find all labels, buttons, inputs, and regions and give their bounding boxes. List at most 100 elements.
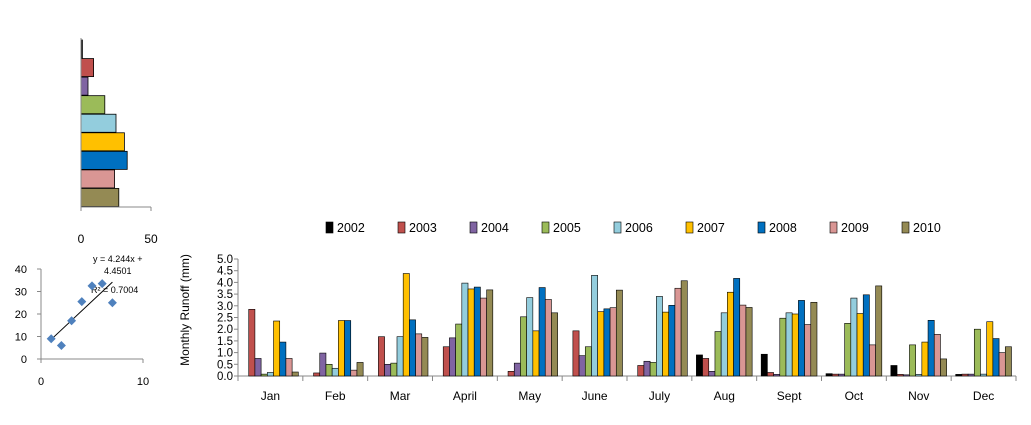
bar-2008-Feb: [344, 320, 352, 377]
bar-2008-May: [538, 287, 546, 377]
annual-bar-2008: [80, 150, 128, 170]
bar-2005-April: [455, 323, 463, 377]
bar-2003-April: [442, 346, 450, 377]
bar-2007-Oct: [856, 313, 864, 377]
month-label-Mar: Mar: [390, 389, 411, 403]
bar-2002-Sept: [760, 353, 768, 377]
legend-swatch-2010: [901, 221, 910, 234]
bar-2005-June: [584, 346, 592, 377]
month-label-Nov: Nov: [908, 389, 929, 403]
month-label-June: June: [582, 389, 608, 403]
scatter-point-2: [56, 341, 66, 350]
bar-2004-Feb: [319, 352, 327, 377]
legend-swatch-2006: [613, 221, 622, 234]
bar-2008-April: [473, 286, 481, 377]
bar-2009-Mar: [415, 333, 423, 377]
bar-2003-Jan: [248, 309, 256, 377]
bar-2010-Nov: [940, 358, 947, 377]
legend-swatch-2008: [757, 221, 766, 234]
bar-2010-Feb: [356, 362, 364, 377]
scatter-y-tick-label: 30: [15, 287, 27, 299]
bar-2007-Mar: [402, 273, 410, 377]
monthly-y-tick-label: 0.0: [217, 371, 233, 383]
hbar-x-tick-label: 0: [78, 232, 85, 246]
bar-2008-July: [668, 305, 676, 377]
bar-2005-Aug: [714, 331, 722, 377]
bar-2009-Jan: [285, 358, 293, 377]
annual-bar-2005: [80, 95, 106, 115]
legend-swatch-2007: [685, 221, 694, 234]
bar-2007-Sept: [791, 313, 799, 377]
annual-bar-2010: [80, 188, 120, 207]
bar-2010-Dec: [1004, 346, 1012, 377]
scatter-point-4: [77, 297, 87, 307]
month-label-Jan: Jan: [261, 389, 280, 403]
bar-2003-Nov: [896, 374, 904, 377]
bar-2004-Nov: [902, 374, 910, 377]
bar-2006-Sept: [785, 312, 793, 377]
bar-2004-July: [643, 360, 651, 377]
equation-line-1: y = 4.244x +: [93, 254, 143, 264]
bar-2005-Sept: [779, 317, 787, 377]
bar-2007-July: [662, 311, 670, 377]
regression-scatter-chart: y = 4.244x + 4.4501 R² = 0.7004 0 10 20 30 4…: [15, 254, 149, 388]
bar-2007-May: [532, 330, 540, 377]
bar-2005-Jan: [260, 373, 268, 377]
scatter-point-5: [87, 281, 97, 291]
bar-2008-Mar: [409, 319, 416, 377]
month-label-April: April: [453, 389, 477, 403]
bar-2007-Dec: [986, 321, 994, 377]
bar-2009-May: [544, 299, 552, 377]
bar-2002-Dec: [955, 374, 963, 377]
bar-2006-Nov: [915, 374, 923, 377]
bar-2008-Dec: [992, 338, 1000, 377]
bar-2010-Aug: [745, 307, 753, 377]
monthly-y-tick-label: 1.5: [217, 336, 233, 348]
bar-2005-Feb: [325, 363, 333, 377]
bar-2005-July: [649, 362, 657, 377]
bar-2007-April: [467, 288, 475, 377]
bar-2007-Feb: [338, 320, 345, 377]
scatter-point-1: [46, 334, 56, 344]
annual-bar-2007: [80, 132, 125, 152]
legend-label-2006: 2006: [625, 221, 653, 235]
bar-2004-Mar: [384, 363, 392, 377]
scatter-point-6: [97, 279, 107, 289]
legend-swatch-2003: [397, 221, 406, 234]
bar-2008-June: [603, 308, 611, 377]
scatter-y-tick-label: 0: [21, 354, 27, 366]
legend-label-2010: 2010: [913, 221, 941, 235]
bar-2006-Dec: [980, 373, 987, 377]
bar-2010-May: [551, 312, 558, 377]
monthly-y-tick-label: 2.5: [217, 313, 233, 325]
bar-2010-Oct: [875, 285, 883, 377]
bar-2007-Nov: [921, 341, 929, 377]
bar-2004-June: [578, 355, 586, 377]
bar-2006-Jan: [267, 372, 274, 377]
monthly-y-tick-label: 4.5: [217, 266, 233, 278]
bar-2006-July: [656, 296, 663, 377]
r-squared-label: R² = 0.7004: [91, 285, 138, 295]
bar-2008-Nov: [927, 320, 935, 377]
bar-2003-Oct: [831, 373, 839, 377]
month-label-Sept: Sept: [777, 389, 802, 403]
bar-2002-Aug: [696, 354, 703, 377]
bar-2002-Nov: [890, 365, 898, 377]
scatter-x-tick-label: 10: [137, 376, 149, 388]
bar-2007-Jan: [273, 320, 281, 377]
legend-label-2003: 2003: [409, 221, 437, 235]
bar-2003-Feb: [313, 372, 321, 377]
bar-2009-July: [674, 287, 682, 377]
bar-2009-Sept: [804, 324, 812, 377]
month-label-Feb: Feb: [325, 389, 346, 403]
bar-2006-Feb: [331, 367, 339, 377]
bar-2004-Oct: [838, 373, 845, 377]
legend-label-2009: 2009: [841, 221, 869, 235]
monthly-y-tick-label: 3.5: [217, 289, 233, 301]
bar-2009-June: [609, 307, 617, 377]
bar-2008-Jan: [279, 341, 287, 377]
monthly-runoff-chart: Monthly Runoff (mm) 0.00.51.01.52.02.53.…: [178, 221, 1017, 403]
bar-2004-Dec: [967, 373, 975, 377]
equation-line-2: 4.4501: [104, 266, 132, 276]
scatter-y-tick-label: 10: [15, 332, 27, 344]
